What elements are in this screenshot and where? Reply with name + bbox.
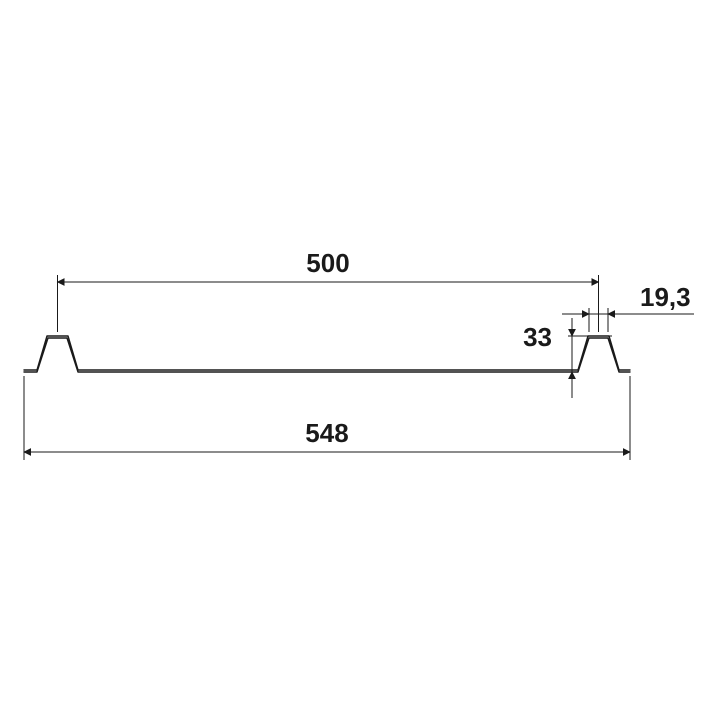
- dim-top-width: 500: [58, 248, 599, 332]
- dim-rib-width: 19,3: [562, 282, 694, 332]
- dim-bottom-width-label: 548: [305, 418, 348, 448]
- dim-height-label: 33: [523, 322, 552, 352]
- profile-diagram: 500 19,3 33 548: [0, 0, 725, 725]
- dim-rib-width-label: 19,3: [640, 282, 691, 312]
- dim-bottom-width: 548: [24, 376, 630, 460]
- dim-top-width-label: 500: [306, 248, 349, 278]
